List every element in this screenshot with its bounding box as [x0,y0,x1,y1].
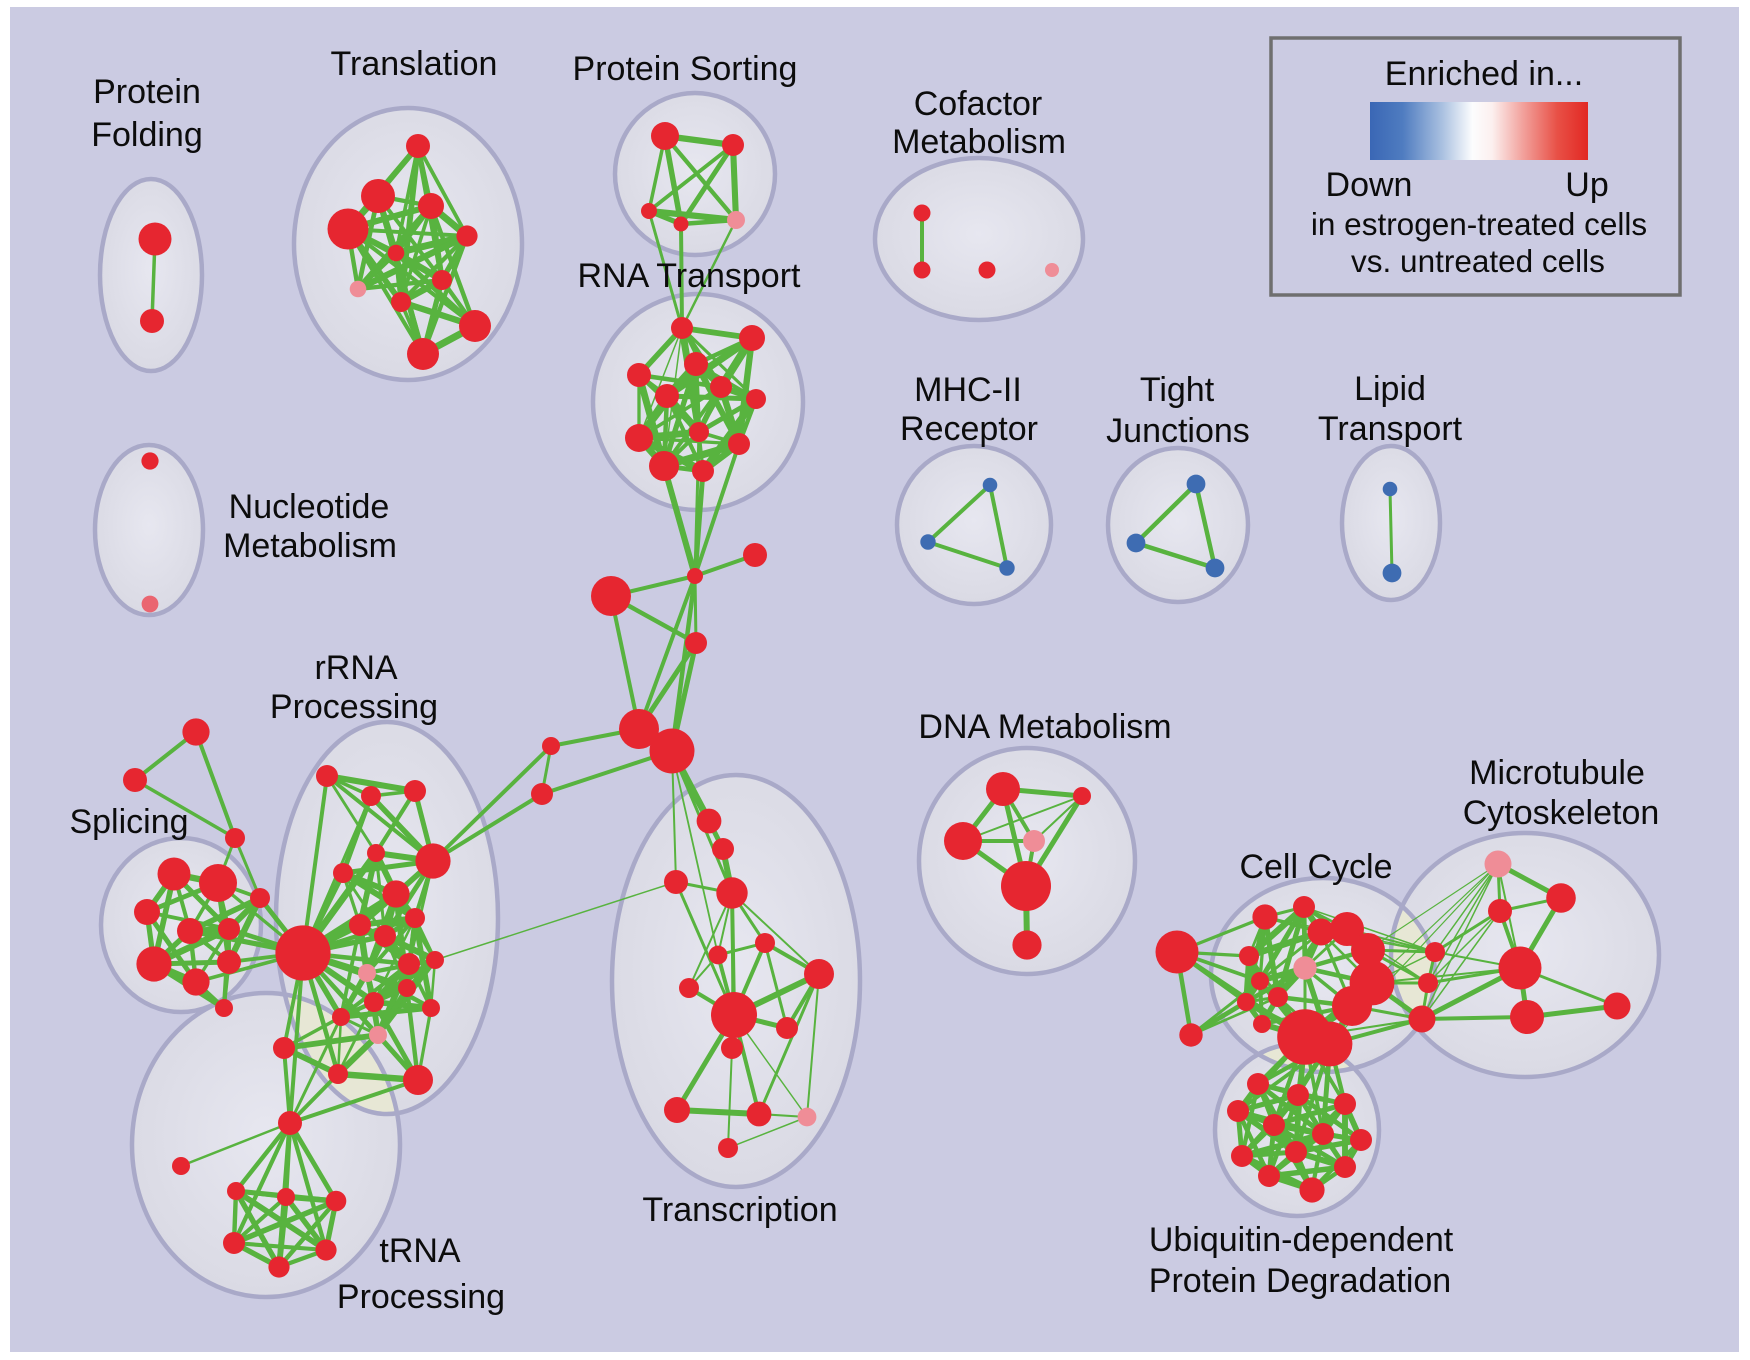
svg-text:Folding: Folding [91,116,203,154]
svg-text:Receptor: Receptor [900,410,1038,448]
svg-text:Splicing: Splicing [69,803,188,841]
svg-text:tRNA: tRNA [379,1232,461,1270]
svg-text:Protein: Protein [93,73,201,111]
svg-text:rRNA: rRNA [314,649,397,687]
svg-text:Translation: Translation [331,45,498,83]
svg-text:Cell Cycle: Cell Cycle [1239,848,1392,886]
svg-text:DNA Metabolism: DNA Metabolism [918,708,1171,746]
svg-text:Transport: Transport [1318,410,1463,448]
svg-text:Tight: Tight [1140,371,1215,409]
svg-text:vs. untreated cells: vs. untreated cells [1351,243,1605,279]
svg-text:Junctions: Junctions [1106,412,1250,450]
svg-text:Protein Degradation: Protein Degradation [1149,1262,1451,1300]
svg-text:Processing: Processing [270,688,438,726]
svg-text:Protein Sorting: Protein Sorting [573,50,798,88]
svg-text:Lipid: Lipid [1354,370,1426,408]
svg-text:in estrogen-treated cells: in estrogen-treated cells [1311,206,1647,242]
svg-text:MHC-II: MHC-II [914,371,1022,409]
svg-text:Metabolism: Metabolism [223,527,397,565]
svg-text:Nucleotide: Nucleotide [229,488,390,526]
svg-text:Transcription: Transcription [642,1191,837,1229]
svg-text:Ubiquitin-dependent: Ubiquitin-dependent [1149,1221,1454,1259]
svg-text:Microtubule: Microtubule [1469,754,1645,792]
svg-text:Processing: Processing [337,1278,505,1316]
svg-text:Down: Down [1326,166,1413,204]
svg-text:Cytoskeleton: Cytoskeleton [1463,794,1660,832]
svg-text:Up: Up [1565,166,1608,204]
svg-text:Metabolism: Metabolism [892,123,1066,161]
svg-text:Enriched in...: Enriched in... [1385,55,1583,93]
svg-text:RNA Transport: RNA Transport [578,257,802,295]
svg-text:Cofactor: Cofactor [914,85,1043,123]
